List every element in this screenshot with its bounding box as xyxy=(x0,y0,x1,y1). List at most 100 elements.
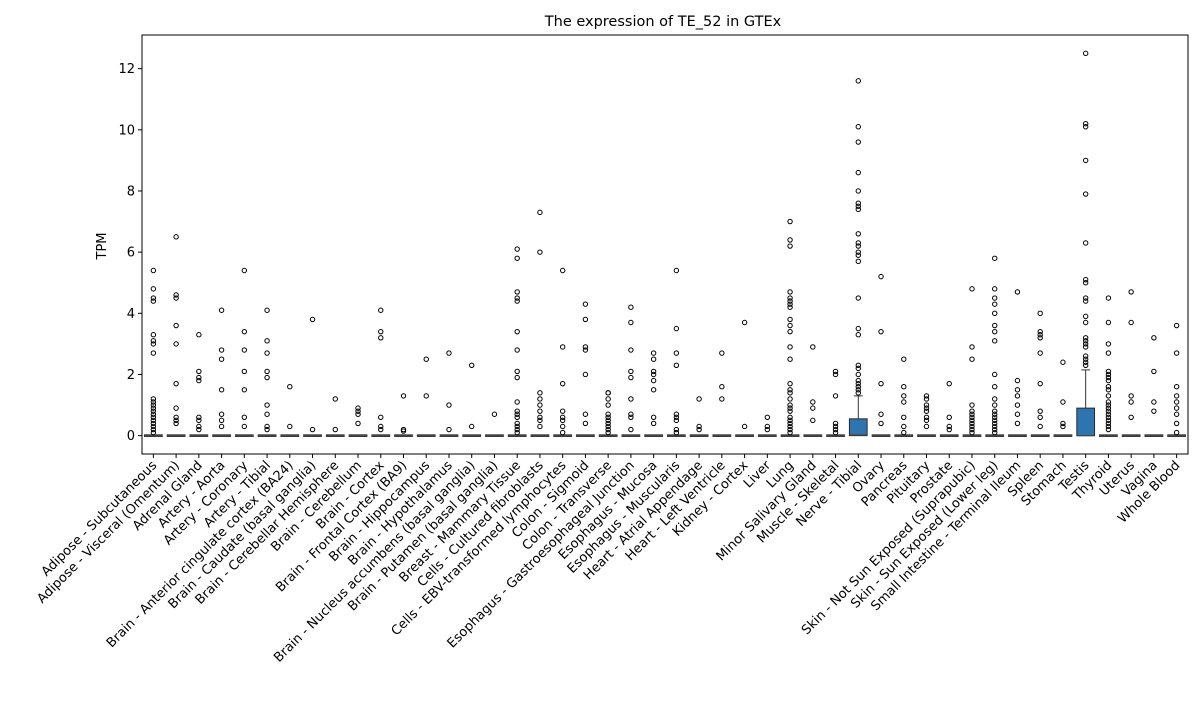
outlier-point xyxy=(264,350,270,356)
outlier-point xyxy=(537,396,543,402)
y-axis: 0 2 4 6 8 10 12 xyxy=(118,62,142,444)
y-tick-label: 4 xyxy=(127,307,135,322)
outlier-point xyxy=(309,426,316,433)
outlier-point xyxy=(810,344,816,350)
outlier-point xyxy=(1128,289,1134,295)
outlier-point xyxy=(719,350,725,356)
outlier-point xyxy=(514,368,520,375)
outlier-point xyxy=(855,243,861,249)
outlier-point xyxy=(241,423,248,430)
outlier-point xyxy=(673,267,680,274)
outlier-point xyxy=(514,414,520,420)
outlier-point xyxy=(1173,420,1180,427)
outlier-point xyxy=(514,328,520,335)
outlier-point xyxy=(628,374,634,381)
outlier-point xyxy=(355,408,361,414)
outlier-point xyxy=(992,338,998,344)
outlier-point xyxy=(1173,384,1180,390)
box-group xyxy=(1099,295,1118,437)
outlier-point xyxy=(196,417,202,424)
outlier-point xyxy=(514,295,520,301)
outlier-point xyxy=(923,417,930,424)
outlier-point xyxy=(855,169,861,176)
outlier-point xyxy=(1105,341,1112,347)
outlier-point xyxy=(787,423,793,430)
outlier-point xyxy=(855,384,861,390)
outlier-point xyxy=(1128,414,1134,420)
box-group xyxy=(394,393,413,437)
outlier-point xyxy=(1151,368,1157,375)
boxes xyxy=(144,50,1186,437)
outlier-point xyxy=(878,273,884,280)
outlier-point xyxy=(855,249,861,255)
box-group xyxy=(803,344,823,437)
outlier-point xyxy=(855,325,861,332)
outlier-point xyxy=(855,365,861,372)
box-group xyxy=(416,356,436,437)
outlier-point xyxy=(469,423,475,430)
box-group xyxy=(1144,335,1164,437)
outlier-point xyxy=(901,399,907,405)
outlier-point xyxy=(1082,157,1089,164)
box-group xyxy=(1053,359,1073,437)
outlier-point xyxy=(992,384,998,390)
outlier-point xyxy=(1151,335,1157,341)
outlier-point xyxy=(605,429,611,436)
outlier-point xyxy=(1037,414,1043,420)
box-group xyxy=(1121,289,1141,437)
outlier-point xyxy=(650,350,657,356)
outlier-point xyxy=(855,200,861,206)
outlier-point xyxy=(764,414,771,420)
outlier-point xyxy=(1082,298,1089,304)
outlier-point xyxy=(514,423,520,430)
y-tick-label: 2 xyxy=(127,368,135,383)
outlier-point xyxy=(628,411,634,417)
outlier-point xyxy=(582,301,589,307)
outlier-point xyxy=(514,246,520,252)
outlier-point xyxy=(173,322,179,329)
outlier-point xyxy=(150,267,157,274)
outlier-point xyxy=(923,393,930,399)
outlier-point xyxy=(264,423,270,430)
outlier-point xyxy=(605,423,611,430)
outlier-point xyxy=(787,301,793,307)
outlier-point xyxy=(1105,423,1112,430)
outlier-point xyxy=(628,319,634,326)
outlier-point xyxy=(150,408,157,414)
outlier-point xyxy=(969,423,975,430)
outlier-point xyxy=(832,420,839,427)
outlier-point xyxy=(787,417,793,424)
y-tick-label: 6 xyxy=(127,246,135,261)
outlier-point xyxy=(1060,399,1066,405)
outlier-point xyxy=(605,420,611,427)
outlier-point xyxy=(173,414,179,420)
outlier-point xyxy=(832,368,839,375)
plot-frame xyxy=(141,34,1189,455)
outlier-point xyxy=(855,295,861,301)
outlier-point xyxy=(923,423,930,430)
outlier-point xyxy=(969,411,975,417)
box-group xyxy=(280,384,300,437)
outlier-point xyxy=(150,286,157,292)
outlier-point xyxy=(378,423,384,430)
outlier-point xyxy=(650,371,657,378)
outlier-point xyxy=(1082,276,1089,283)
outlier-point xyxy=(787,322,793,329)
outlier-point xyxy=(1151,399,1157,405)
outlier-point xyxy=(1082,295,1089,301)
outlier-point xyxy=(378,307,384,313)
outlier-point xyxy=(1105,377,1112,384)
outlier-point xyxy=(378,328,384,335)
outlier-point xyxy=(332,426,338,433)
box-group xyxy=(826,368,845,437)
outlier-point xyxy=(537,414,543,420)
outlier-point xyxy=(582,344,589,350)
outlier-point xyxy=(514,429,520,436)
outlier-point xyxy=(1105,414,1112,420)
outlier-point xyxy=(946,426,952,433)
outlier-point xyxy=(787,408,793,414)
outlier-point xyxy=(196,377,202,384)
outlier-point xyxy=(855,380,861,387)
outlier-point xyxy=(673,426,680,433)
